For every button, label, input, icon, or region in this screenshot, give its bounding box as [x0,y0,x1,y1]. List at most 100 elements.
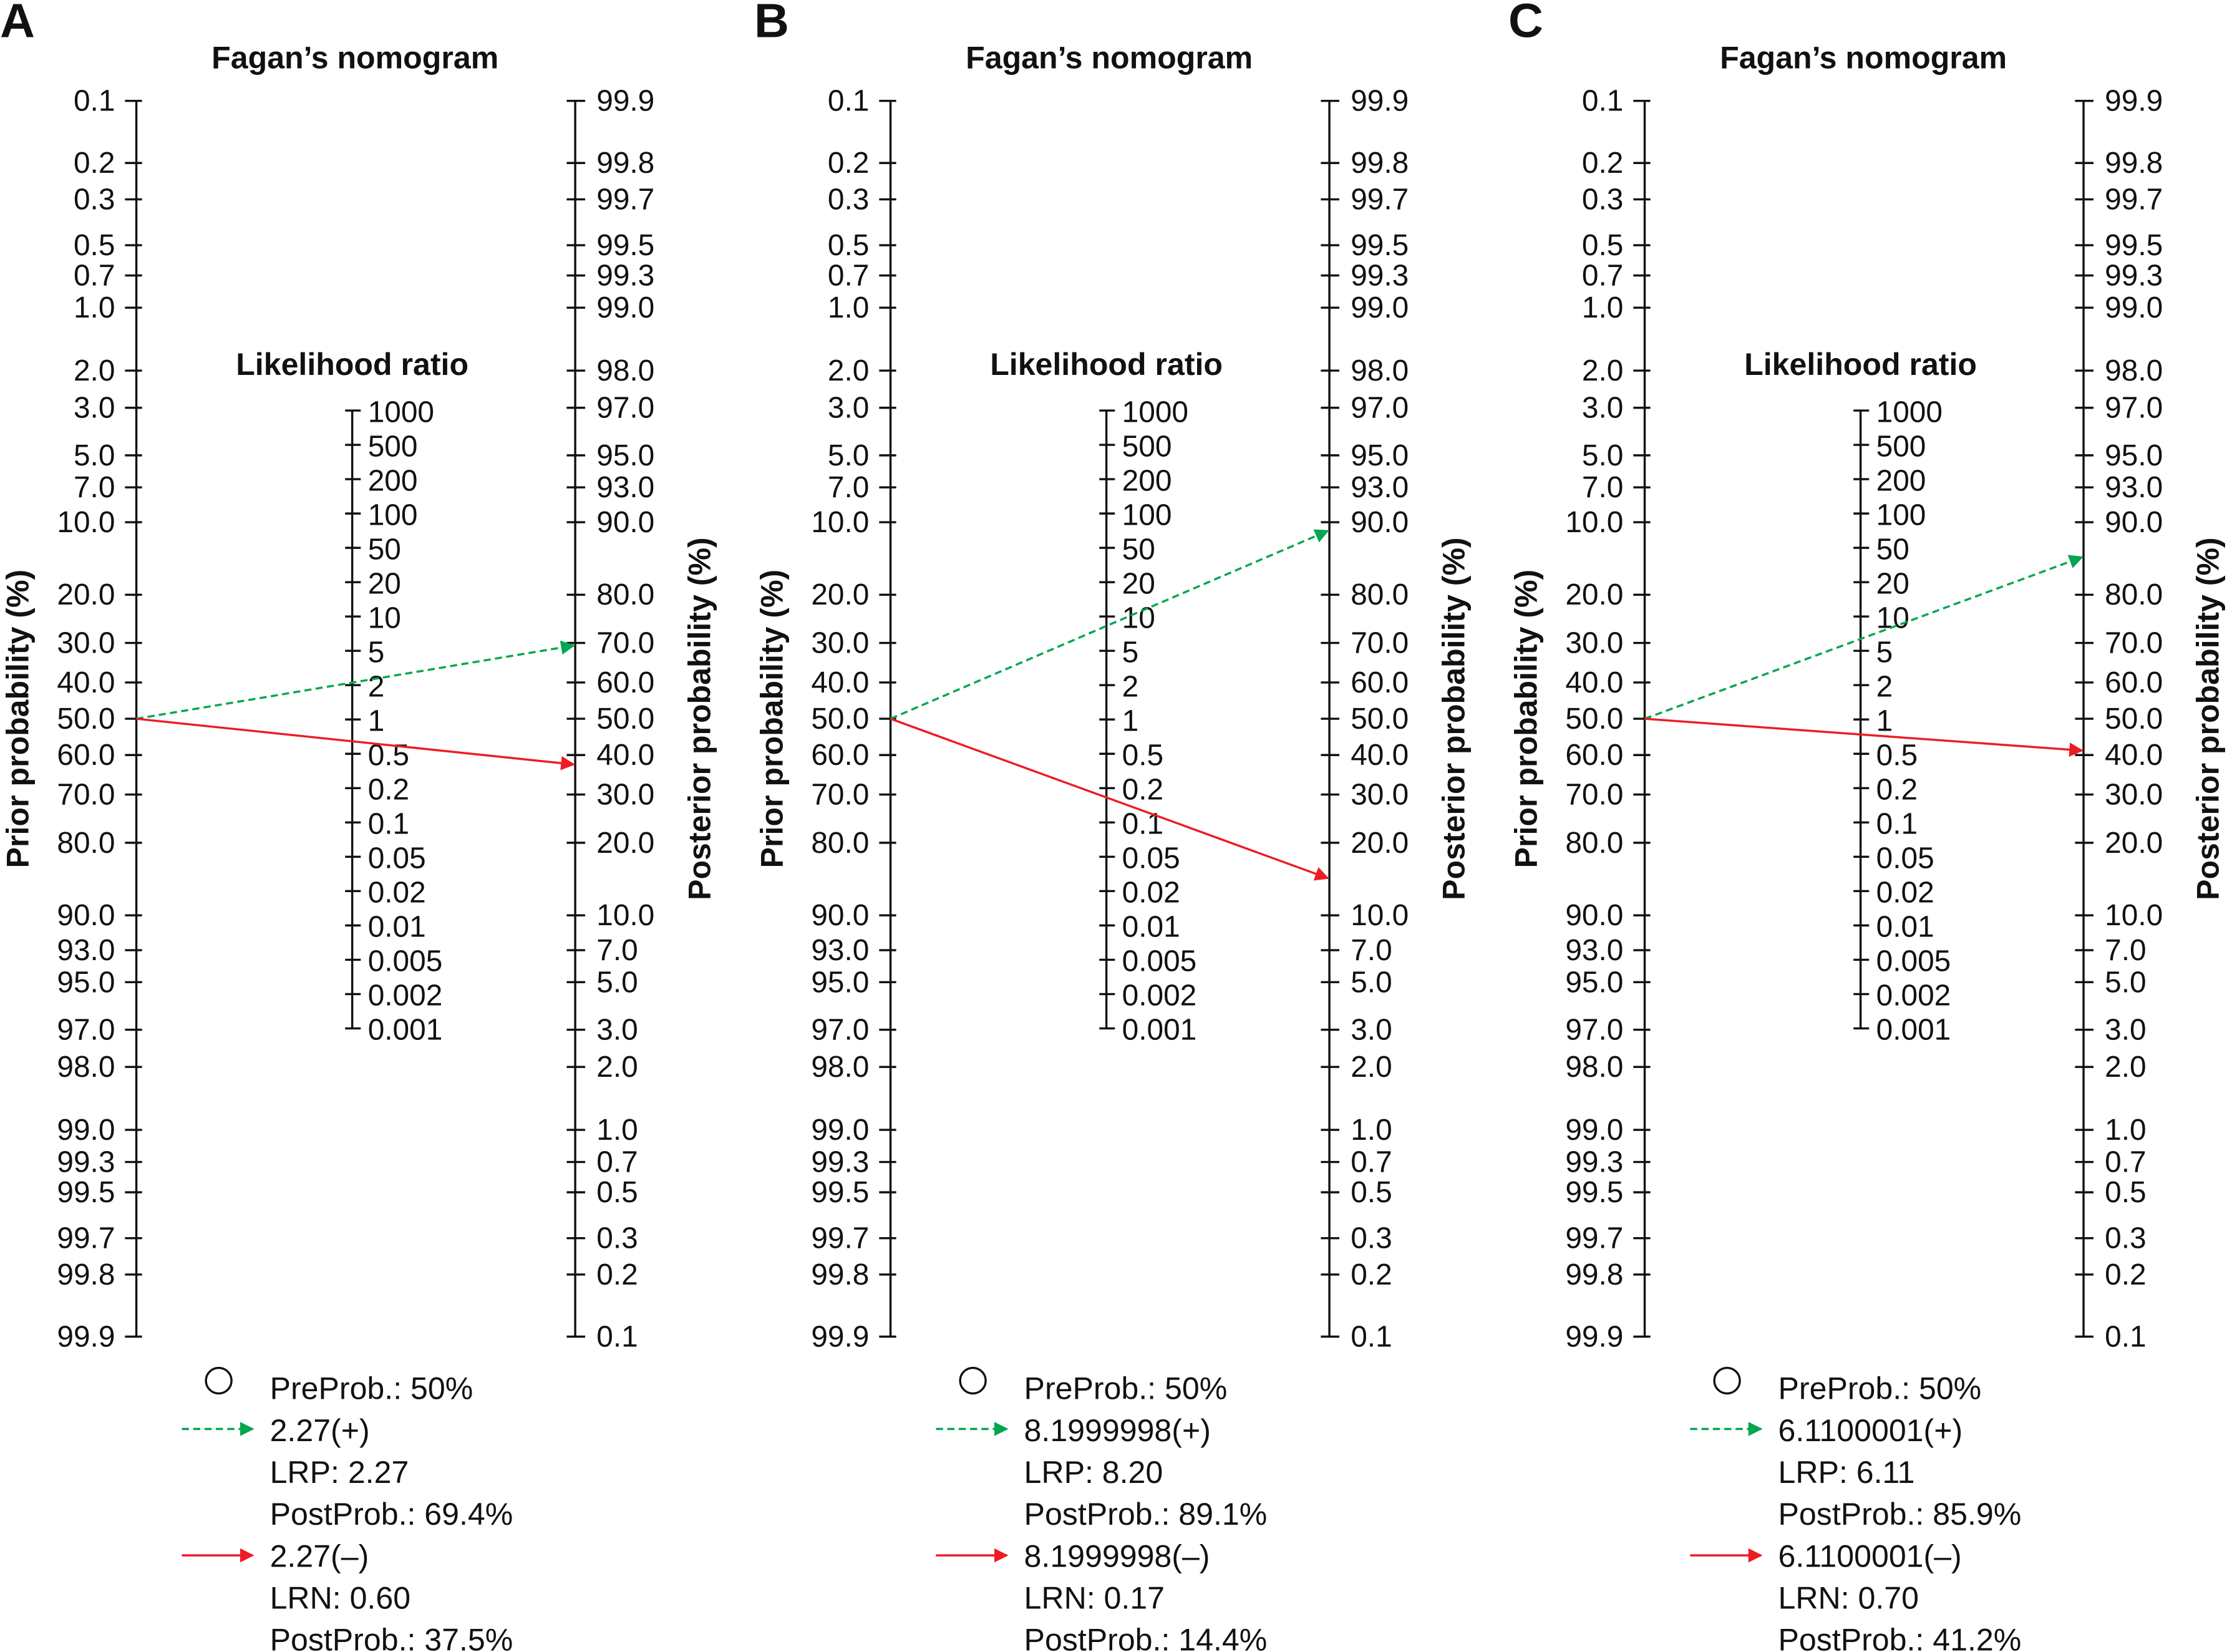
posterior-tick-label: 97.0 [596,392,654,425]
prior-tick-label: 2.0 [828,354,869,387]
negative-lr-arrow [890,717,1329,881]
lr-tick-label: 20 [1876,567,1909,600]
posterior-tick-label: 40.0 [1351,739,1409,772]
legend-entry: PostProb.: 89.1% [1024,1497,1268,1532]
prior-tick-label: 99.7 [811,1222,869,1255]
prior-tick-label: 93.0 [57,934,115,967]
posterior-tick-label: 99.5 [1351,229,1409,262]
lr-tick-label: 0.05 [1122,842,1180,875]
prior-tick-label: 60.0 [57,739,115,772]
posterior-tick-label: 60.0 [1351,666,1409,699]
posterior-tick-label: 30.0 [2105,779,2163,812]
prior-tick-label: 0.2 [1582,147,1623,180]
legend-entry: PostProb.: 14.4% [1024,1623,1268,1652]
posterior-tick-label: 50.0 [1351,702,1409,736]
prior-tick-label: 99.7 [57,1222,115,1255]
lr-tick-label: 0.5 [1122,739,1163,772]
prior-tick-label: 90.0 [1565,899,1623,932]
legend-entry: PostProb.: 85.9% [1778,1497,2022,1532]
prior-tick-label: 10.0 [57,506,115,539]
prior-tick-label: 7.0 [828,471,869,504]
legend-entry: 6.1100001(–) [1778,1538,1962,1573]
prior-tick-label: 99.9 [1565,1320,1623,1353]
posterior-tick-label: 20.0 [1351,827,1409,860]
posterior-tick-label: 99.0 [2105,291,2163,324]
posterior-tick-label: 30.0 [596,779,654,812]
posterior-tick-label: 99.0 [1351,291,1409,324]
posterior-axis-label: Posterior probability (%) [682,537,717,900]
prior-tick-label: 98.0 [1565,1051,1623,1084]
posterior-tick-label: 80.0 [596,578,654,611]
prior-tick-label: 3.0 [1582,392,1623,425]
posterior-tick-label: 2.0 [2105,1051,2146,1084]
posterior-tick-label: 60.0 [2105,666,2163,699]
posterior-tick-label: 30.0 [1351,779,1409,812]
lr-tick-label: 200 [368,464,418,497]
chart-title: Fagan’s nomogram [211,40,498,75]
lr-tick-label: 2 [368,670,385,703]
lr-tick-label: 2 [1876,670,1893,703]
positive-lr-arrow [890,529,1329,720]
legend-entry: 6.1100001(+) [1778,1413,1963,1448]
prior-tick-label: 5.0 [1582,439,1623,472]
prior-tick-label: 0.5 [74,229,115,262]
lr-tick-label: 1000 [1876,396,1943,429]
prior-tick-label: 0.7 [828,260,869,293]
prior-tick-label: 0.3 [1582,183,1623,216]
prior-tick-label: 0.5 [828,229,869,262]
posterior-tick-label: 99.3 [1351,260,1409,293]
prior-tick-label: 0.7 [1582,260,1623,293]
lr-tick-label: 10 [1876,601,1909,634]
lr-tick-label: 10 [1122,601,1155,634]
posterior-tick-label: 3.0 [1351,1013,1392,1046]
posterior-tick-label: 5.0 [596,966,638,999]
posterior-tick-label: 20.0 [596,827,654,860]
lr-tick-label: 0.1 [1876,808,1918,841]
lr-tick-label: 0.1 [1122,808,1163,841]
lr-axis-title: Likelihood ratio [1744,347,1977,382]
legend-entry: LRN: 0.60 [270,1581,410,1616]
lr-tick-label: 0.2 [1122,774,1163,807]
posterior-tick-label: 93.0 [596,471,654,504]
lr-tick-label: 0.01 [1122,911,1180,944]
posterior-tick-label: 0.2 [2105,1258,2146,1291]
lr-tick-label: 1000 [368,396,434,429]
prior-tick-label: 97.0 [1565,1013,1623,1046]
posterior-tick-label: 10.0 [2105,899,2163,932]
posterior-tick-label: 93.0 [1351,471,1409,504]
legend-entry: LRN: 0.17 [1024,1581,1165,1616]
prior-tick-label: 80.0 [1565,827,1623,860]
lr-tick-label: 1 [368,704,385,737]
posterior-tick-label: 99.5 [596,229,654,262]
legend-entry: LRN: 0.70 [1778,1581,1919,1616]
prior-tick-label: 30.0 [1565,627,1623,660]
lr-tick-label: 0.01 [368,911,426,944]
lr-axis-title: Likelihood ratio [236,347,468,382]
lr-tick-label: 500 [1122,430,1172,463]
panel-label: B [754,0,789,47]
pre-prob-circle-icon [959,1366,987,1395]
prior-tick-label: 99.8 [1565,1258,1623,1291]
lr-tick-label: 50 [1122,533,1155,566]
lr-tick-label: 100 [1876,498,1926,532]
prior-tick-label: 0.2 [74,147,115,180]
posterior-tick-label: 1.0 [2105,1114,2146,1147]
prior-tick-label: 0.2 [828,147,869,180]
prior-tick-label: 7.0 [1582,471,1623,504]
lr-tick-label: 0.005 [1122,945,1197,978]
posterior-tick-label: 0.5 [1351,1176,1392,1209]
chart-title: Fagan’s nomogram [966,40,1253,75]
lr-tick-label: 0.005 [1876,945,1951,978]
posterior-tick-label: 0.5 [596,1176,638,1209]
prior-tick-label: 99.3 [1565,1146,1623,1179]
posterior-tick-label: 10.0 [1351,899,1409,932]
posterior-axis-label: Posterior probability (%) [2190,537,2225,900]
prior-tick-label: 99.5 [1565,1176,1623,1209]
posterior-tick-label: 1.0 [596,1114,638,1147]
posterior-tick-label: 98.0 [596,354,654,387]
negative-lr-arrow [1644,717,2084,757]
lr-tick-label: 1 [1876,704,1893,737]
posterior-tick-label: 10.0 [596,899,654,932]
posterior-tick-label: 97.0 [1351,392,1409,425]
